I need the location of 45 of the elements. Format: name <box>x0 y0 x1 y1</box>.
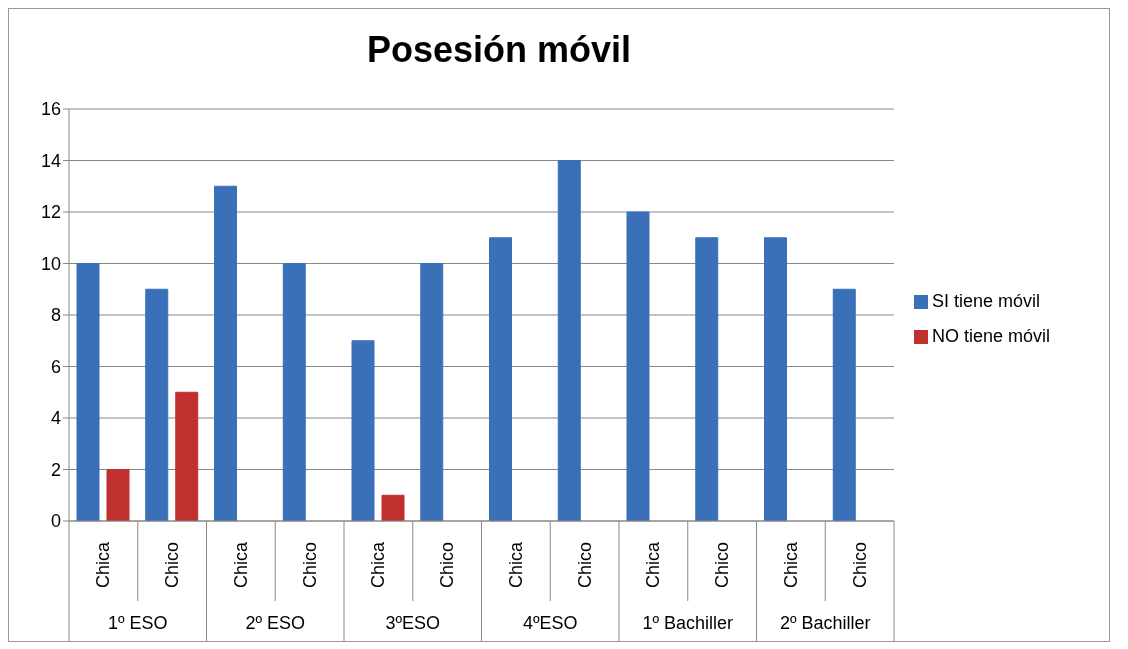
bar <box>76 263 100 521</box>
bar <box>832 288 856 521</box>
text: 1º Bachiller <box>642 613 734 633</box>
text: 2º ESO <box>245 613 306 633</box>
y-tick-label: 2 <box>50 459 61 480</box>
y-tick-label: 6 <box>50 356 61 377</box>
bar <box>145 288 169 521</box>
legend-label: NO tiene móvil <box>932 326 1051 347</box>
y-tick-label: 14 <box>40 150 61 171</box>
x-tick-label: Chico <box>299 541 320 589</box>
bar <box>381 494 405 521</box>
chart-title: Posesión móvil <box>365 29 633 71</box>
x-tick-label: Chico <box>712 541 733 589</box>
x-tick-label: Chica <box>505 541 526 589</box>
text: 1º ESO <box>107 613 168 633</box>
bar <box>175 391 199 521</box>
x-tick-label: Chico <box>849 541 870 589</box>
y-tick-label: 0 <box>50 511 61 532</box>
y-tick-label: 16 <box>40 99 61 120</box>
bar <box>106 469 130 521</box>
x-tick-label: Chica <box>643 541 664 589</box>
bar <box>557 160 581 521</box>
bar <box>764 237 787 521</box>
x-tick-label: Chica <box>780 541 801 589</box>
bar <box>626 211 650 521</box>
bar <box>214 185 237 521</box>
bar <box>695 237 719 521</box>
x-tick-label: Chica <box>368 541 389 589</box>
bar <box>282 263 306 521</box>
y-tick-label: 10 <box>40 253 61 274</box>
x-tick-label: Chico <box>574 541 595 589</box>
x-tick-label: Chico <box>162 541 183 589</box>
legend-label: SI tiene móvil <box>932 291 1041 312</box>
y-tick-label: 4 <box>50 408 61 429</box>
bar <box>420 263 444 521</box>
bar <box>351 340 375 521</box>
x-tick-label: Chica <box>230 541 251 589</box>
y-tick-label: 12 <box>40 202 61 223</box>
y-tick-label: 8 <box>50 305 61 326</box>
text: 3ºESO <box>385 613 441 633</box>
x-tick-label: Chico <box>437 541 458 589</box>
text: 4ºESO <box>522 613 578 633</box>
text: 2º Bachiller <box>779 613 871 633</box>
x-tick-label: Chica <box>93 541 114 589</box>
bar <box>489 237 512 521</box>
